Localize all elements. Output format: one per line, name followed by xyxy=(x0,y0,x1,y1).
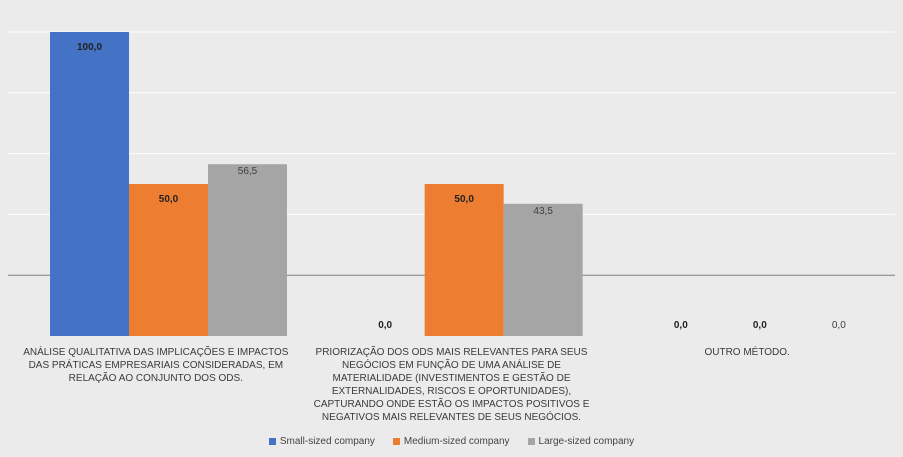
data-label: 43,5 xyxy=(533,206,553,217)
legend-label: Medium-sized company xyxy=(403,436,510,447)
legend-swatch xyxy=(268,438,276,445)
bar-small-sized-company-0 xyxy=(50,32,129,336)
category-label-0: ANÁLISE QUALITATIVA DAS IMPLICAÇÕES E IM… xyxy=(23,347,289,384)
bar-large-sized-company-0 xyxy=(208,164,287,336)
data-label: 100,0 xyxy=(77,42,102,53)
data-label: 0,0 xyxy=(378,320,392,331)
bar-medium-sized-company-0 xyxy=(129,184,208,336)
data-label: 0,0 xyxy=(753,320,767,331)
legend-item-1: Medium-sized company xyxy=(392,436,510,447)
legend-item-0: Small-sized company xyxy=(268,436,375,447)
legend-label: Small-sized company xyxy=(279,436,375,447)
category-label-2: OUTRO MÉTODO. xyxy=(704,347,790,358)
data-label: 56,5 xyxy=(238,166,258,177)
data-label: 0,0 xyxy=(674,320,688,331)
legend: Small-sized company Medium-sized company L… xyxy=(0,436,903,447)
legend-label: Large-sized company xyxy=(538,436,635,447)
legend-swatch xyxy=(392,438,400,445)
data-label: 0,0 xyxy=(832,320,846,331)
bar-large-sized-company-1 xyxy=(503,203,583,336)
category-label-1: PRIORIZAÇÃO DOS ODS MAIS RELEVANTES PARA… xyxy=(313,347,590,423)
bar-medium-sized-company-1 xyxy=(424,184,504,336)
legend-swatch xyxy=(527,438,535,445)
data-label: 50,0 xyxy=(454,194,474,205)
legend-item-2: Large-sized company xyxy=(527,436,635,447)
data-label: 50,0 xyxy=(159,194,179,205)
